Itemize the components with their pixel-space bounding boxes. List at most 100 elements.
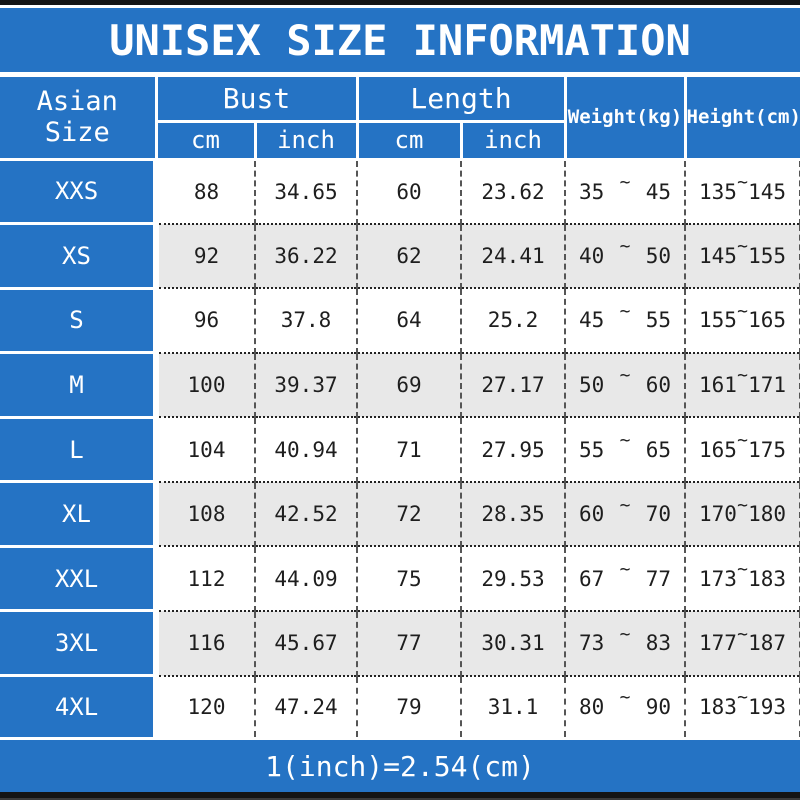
- weight-max: 45: [645, 179, 671, 204]
- cell-length-inch: 27.17: [460, 351, 565, 418]
- cell-length-cm: 62: [356, 222, 461, 289]
- cell-bust-cm: 100: [155, 351, 255, 418]
- weight-max: 50: [645, 243, 671, 268]
- cell-length-inch: 30.31: [460, 609, 565, 676]
- size-label: L: [0, 415, 159, 482]
- height-max: 180: [748, 502, 786, 527]
- size-label: XXL: [0, 544, 159, 611]
- title-table-gap: [0, 72, 800, 77]
- size-label: 4XL: [0, 674, 159, 737]
- size-chart-table: Asian Size Bust Length Weight(kg) Height…: [0, 77, 800, 737]
- table-row: 4XL 120 47.24 79 31.1 80 ~ 90 183 ~ 193: [0, 674, 800, 737]
- tilde-separator: ~: [737, 623, 748, 645]
- height-min: 165: [699, 437, 737, 462]
- table-header: Asian Size Bust Length Weight(kg) Height…: [0, 77, 800, 161]
- bottom-dark-bar: [0, 798, 800, 800]
- height-min: 145: [699, 243, 737, 268]
- weight-max: 90: [645, 694, 671, 719]
- table-row: S 96 37.8 64 25.2 45 ~ 55 155 ~ 165: [0, 286, 800, 353]
- height-max: 183: [748, 566, 786, 591]
- tilde-separator: ~: [619, 559, 631, 581]
- cell-height-range: 170 ~ 180: [684, 480, 800, 547]
- height-min: 183: [699, 694, 737, 719]
- tilde-separator: ~: [619, 300, 631, 322]
- tilde-separator: ~: [619, 365, 631, 387]
- cell-bust-inch: 42.52: [254, 480, 357, 547]
- header-bust-group: Bust: [154, 77, 359, 123]
- cell-bust-cm: 88: [155, 159, 255, 224]
- cell-height-range: 165 ~ 175: [684, 416, 800, 482]
- cell-length-inch: 24.41: [460, 222, 565, 289]
- cell-length-cm: 79: [356, 674, 461, 737]
- size-label: XS: [0, 222, 159, 289]
- cell-bust-inch: 45.67: [254, 609, 357, 676]
- header-length-inch: inch: [459, 119, 567, 161]
- cell-bust-inch: 36.22: [254, 222, 357, 289]
- cell-length-cm: 72: [356, 480, 461, 547]
- tilde-separator: ~: [619, 430, 631, 452]
- cell-bust-inch: 37.8: [254, 287, 357, 353]
- height-min: 173: [699, 566, 737, 591]
- cell-bust-inch: 39.37: [254, 351, 357, 418]
- cell-height-range: 177 ~ 187: [684, 609, 800, 676]
- cell-length-cm: 75: [356, 545, 461, 611]
- weight-max: 55: [645, 308, 671, 333]
- cell-bust-cm: 108: [155, 480, 255, 547]
- header-bust-inch: inch: [253, 119, 359, 161]
- cell-height-range: 155 ~ 165: [684, 287, 800, 353]
- weight-min: 60: [579, 502, 605, 527]
- cell-bust-cm: 116: [155, 609, 255, 676]
- cell-weight-range: 50 ~ 60: [564, 351, 685, 418]
- title-bar: UNISEX SIZE INFORMATION: [0, 8, 800, 72]
- weight-min: 67: [579, 566, 605, 591]
- cell-bust-inch: 34.65: [254, 159, 357, 224]
- weight-max: 65: [645, 437, 671, 462]
- weight-min: 55: [579, 437, 605, 462]
- table-row: M 100 39.37 69 27.17 50 ~ 60 161 ~ 171: [0, 351, 800, 418]
- size-label: S: [0, 286, 159, 353]
- size-label: 3XL: [0, 609, 159, 676]
- tilde-separator: ~: [737, 300, 748, 322]
- height-max: 145: [748, 179, 786, 204]
- cell-length-inch: 31.1: [460, 674, 565, 737]
- tilde-separator: ~: [737, 365, 748, 387]
- cell-length-cm: 71: [356, 416, 461, 482]
- cell-height-range: 145 ~ 155: [684, 222, 800, 289]
- tilde-separator: ~: [619, 494, 631, 516]
- cell-weight-range: 60 ~ 70: [564, 480, 685, 547]
- weight-max: 83: [645, 631, 671, 656]
- height-min: 177: [699, 631, 737, 656]
- cell-weight-range: 73 ~ 83: [564, 609, 685, 676]
- weight-min: 45: [579, 308, 605, 333]
- tilde-separator: ~: [619, 172, 631, 194]
- cell-weight-range: 67 ~ 77: [564, 545, 685, 611]
- cell-length-inch: 25.2: [460, 287, 565, 353]
- cell-bust-cm: 92: [155, 222, 255, 289]
- cell-length-cm: 60: [356, 159, 461, 224]
- table-row: XXS 88 34.65 60 23.62 35 ~ 45 135 ~ 145: [0, 159, 800, 224]
- weight-max: 70: [645, 502, 671, 527]
- tilde-separator: ~: [737, 687, 748, 709]
- cell-height-range: 183 ~ 193: [684, 674, 800, 737]
- cell-length-inch: 23.62: [460, 159, 565, 224]
- weight-min: 80: [579, 694, 605, 719]
- weight-min: 35: [579, 179, 605, 204]
- table-row: L 104 40.94 71 27.95 55 ~ 65 165 ~ 175: [0, 415, 800, 482]
- table-row: XS 92 36.22 62 24.41 40 ~ 50 145 ~ 155: [0, 222, 800, 289]
- tilde-separator: ~: [737, 172, 748, 194]
- table-row: XL 108 42.52 72 28.35 60 ~ 70 170 ~ 180: [0, 480, 800, 547]
- table-body: XXS 88 34.65 60 23.62 35 ~ 45 135 ~ 145: [0, 159, 800, 737]
- header-height: Height(cm): [683, 77, 800, 161]
- cell-length-cm: 69: [356, 351, 461, 418]
- height-max: 175: [748, 437, 786, 462]
- tilde-separator: ~: [737, 559, 748, 581]
- top-black-bar: [0, 0, 800, 5]
- cell-bust-cm: 120: [155, 674, 255, 737]
- height-max: 187: [748, 631, 786, 656]
- header-weight: Weight(kg): [563, 77, 687, 161]
- size-table-wrap: Asian Size Bust Length Weight(kg) Height…: [0, 77, 800, 737]
- cell-length-inch: 29.53: [460, 545, 565, 611]
- cell-bust-inch: 40.94: [254, 416, 357, 482]
- cell-bust-cm: 112: [155, 545, 255, 611]
